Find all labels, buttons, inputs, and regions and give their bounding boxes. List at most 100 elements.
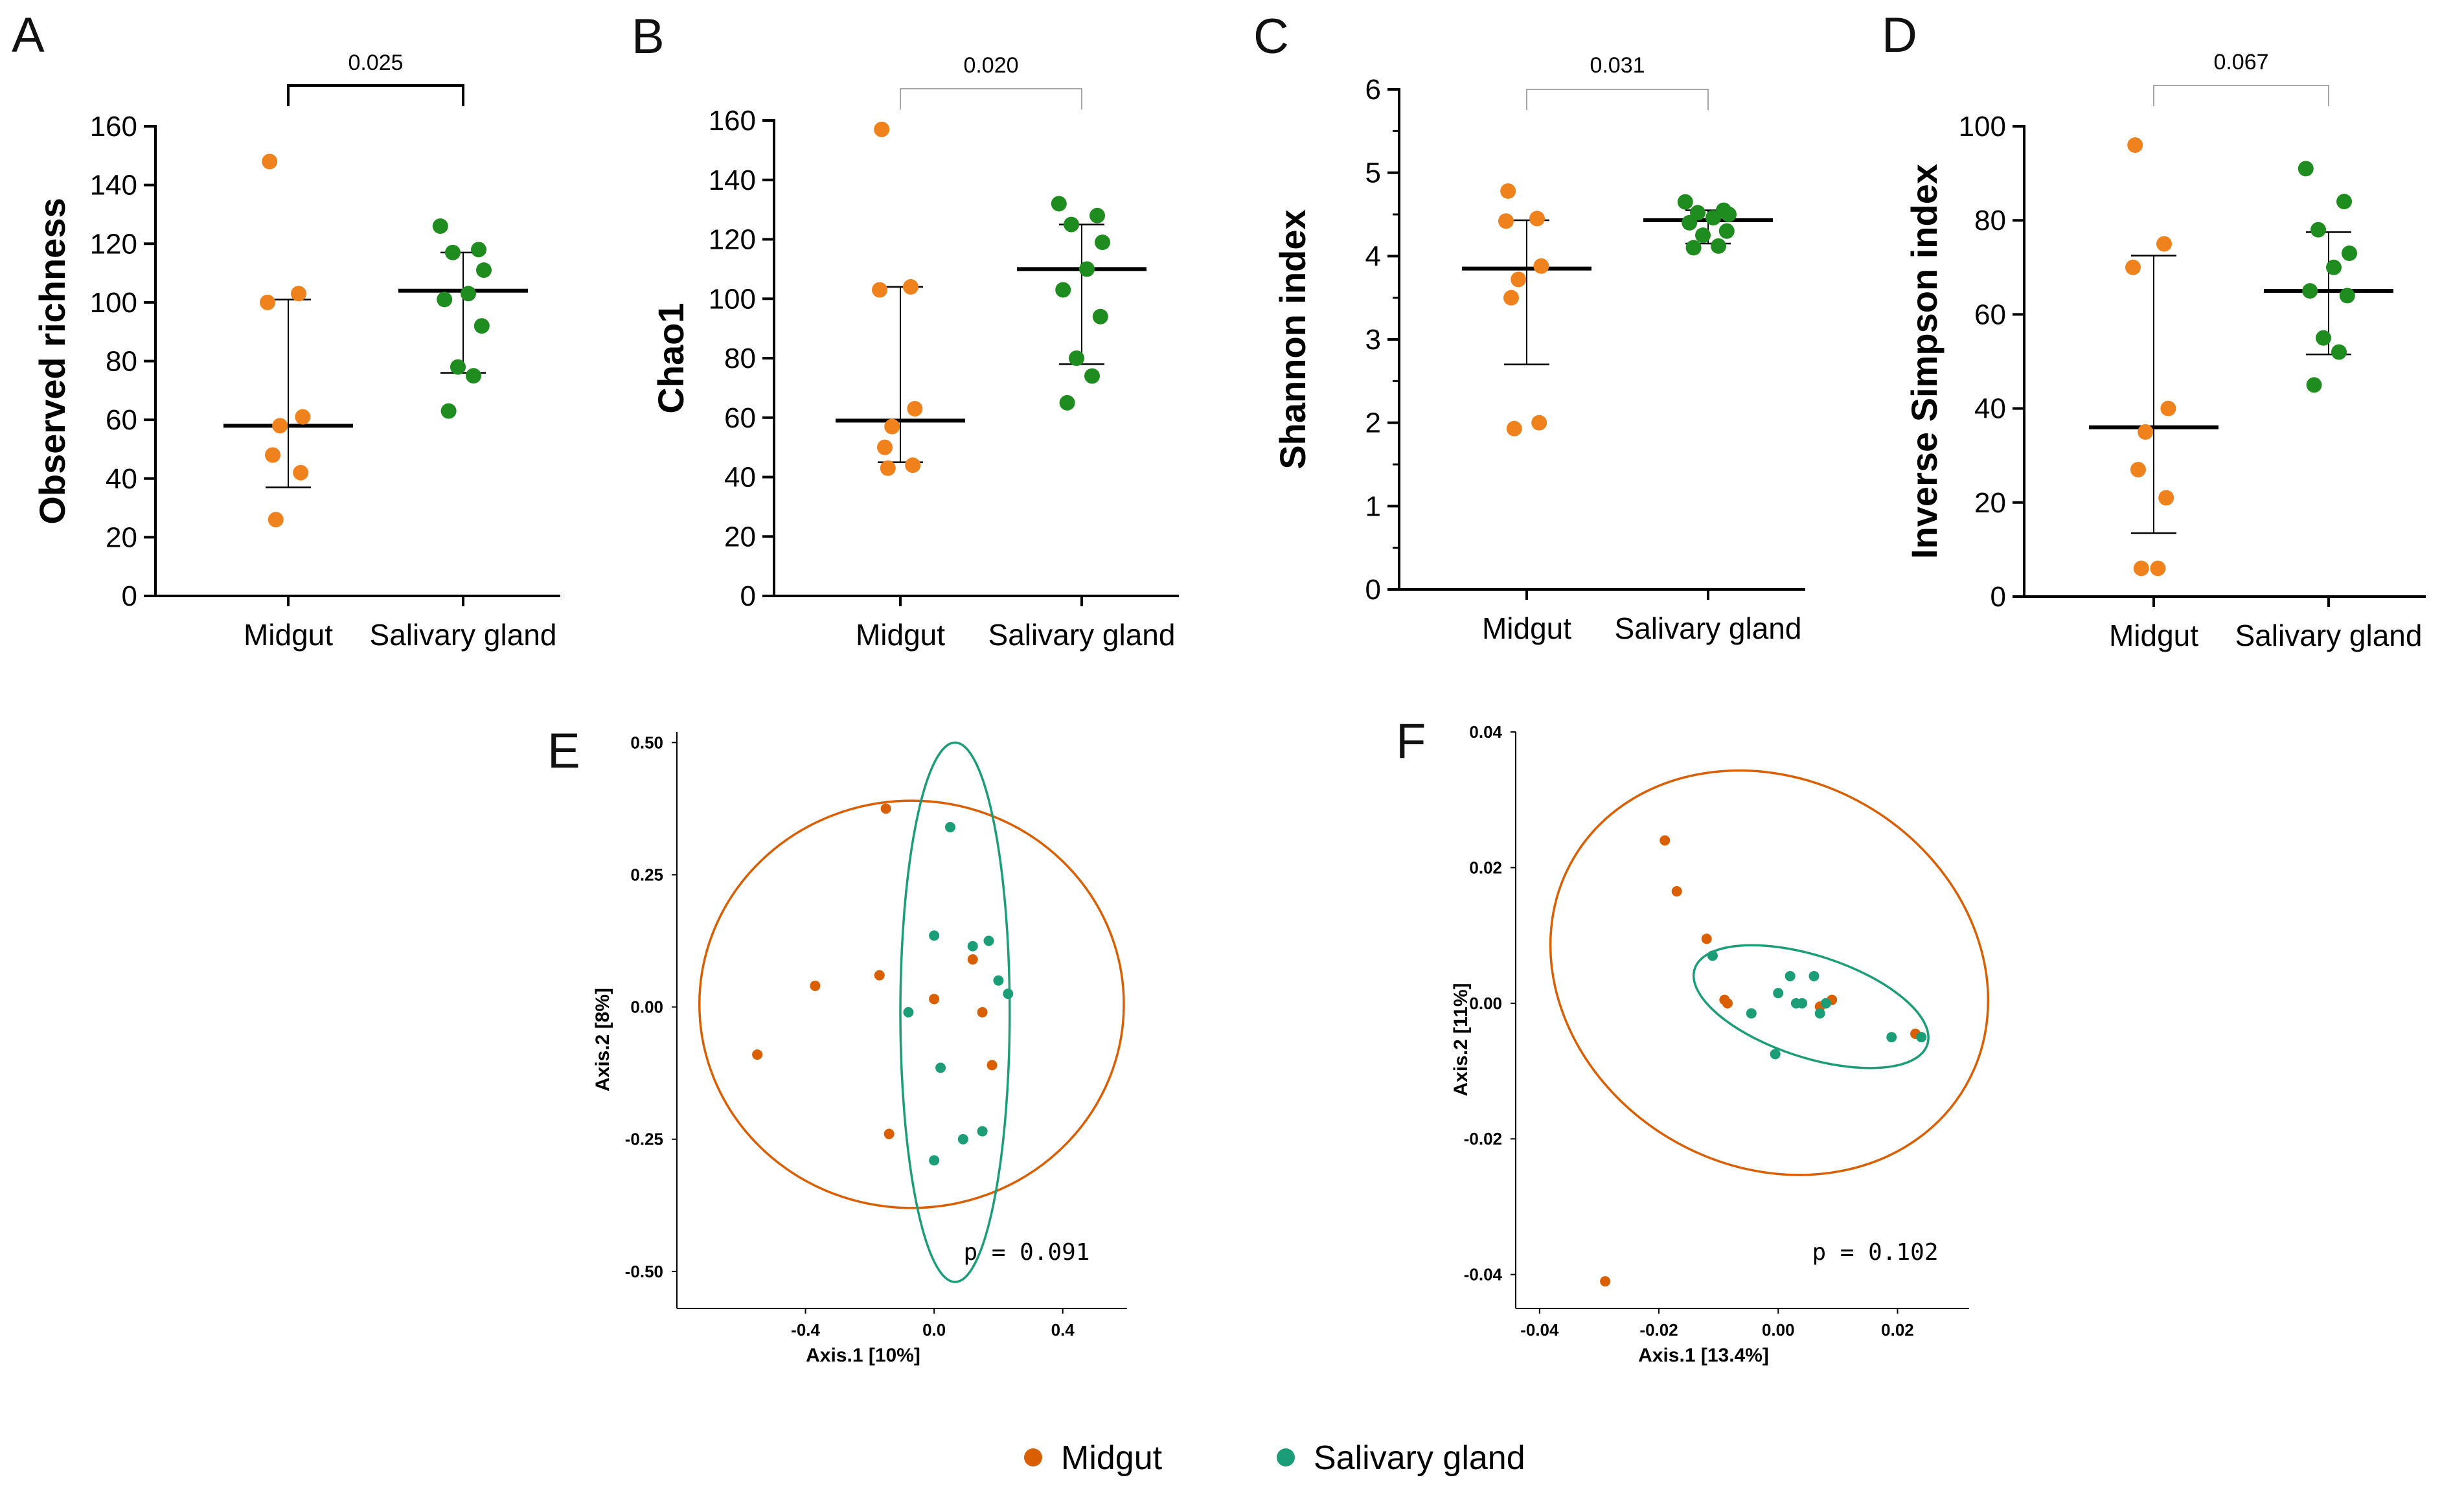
panel-a: A 0 20 40 60 80 100 120 140 160 Midgut Salivary gla… — [12, 8, 560, 652]
data-point — [1814, 1008, 1825, 1019]
data-point — [957, 1134, 968, 1145]
data-point — [2316, 330, 2331, 346]
y-tick-label: 100 — [90, 287, 137, 319]
y-tick-label: 2 — [1365, 407, 1381, 439]
data-point — [476, 262, 492, 279]
data-point — [437, 291, 453, 308]
y-tick-label: 5 — [1365, 157, 1381, 189]
x-tick-label: 0.4 — [1051, 1320, 1075, 1340]
data-point — [1770, 1049, 1781, 1060]
data-point — [2339, 288, 2355, 304]
x-axis-title: Axis.1 [10%] — [806, 1345, 920, 1366]
data-point — [1746, 1008, 1757, 1019]
y-tick-label: 40 — [1974, 393, 2006, 425]
y-tick-label: 0.50 — [630, 733, 663, 752]
y-tick-label: 1 — [1365, 490, 1381, 522]
y-tick-label: 0.02 — [1469, 858, 1502, 877]
data-point — [291, 286, 306, 302]
data-point — [977, 1126, 988, 1137]
y-tick-label: 40 — [106, 463, 137, 495]
data-point — [1711, 238, 1726, 254]
data-point — [1051, 196, 1067, 212]
data-point — [1531, 415, 1547, 431]
comparison-p-value: 0.031 — [1590, 53, 1645, 78]
data-point — [1685, 240, 1702, 256]
data-point — [1079, 261, 1095, 277]
y-tick-label: 60 — [1974, 299, 2006, 330]
confidence-ellipse-salivary-gland — [899, 741, 1011, 1283]
y-tick-label: 80 — [1974, 205, 2006, 236]
data-point — [473, 318, 490, 334]
data-point — [1092, 308, 1108, 325]
y-axis-title: Axis.2 [8%] — [592, 988, 613, 1091]
data-point — [1695, 227, 1711, 244]
data-point — [993, 975, 1004, 986]
data-point — [929, 994, 940, 1005]
data-point — [1916, 1032, 1927, 1043]
data-point — [1529, 211, 1545, 227]
y-tick-label: 0.04 — [1469, 722, 1502, 742]
y-tick-label: 160 — [90, 111, 137, 143]
y-tick-label: -0.25 — [625, 1130, 663, 1149]
y-tick-label: -0.02 — [1464, 1129, 1502, 1148]
data-point — [1671, 886, 1682, 897]
permanova-p-value: p = 0.102 — [1812, 1239, 1938, 1266]
series-midgut — [1600, 835, 1921, 1287]
data-point — [466, 368, 481, 384]
data-point — [752, 1049, 763, 1060]
panel-letter: C — [1253, 9, 1289, 64]
x-category-label-midgut: Midgut — [2109, 619, 2198, 652]
series-salivary-gland — [1643, 194, 1773, 256]
data-point — [1682, 214, 1698, 231]
x-tick-label: 0.02 — [1881, 1320, 1914, 1340]
panel-f: F 0.04 0.02 0.00 -0.02 -0.04 -0.04 -0.02 0.00 0.0… — [1396, 714, 1990, 1366]
panel-c: C 0 1 2 3 4 5 6 Midgut Salivary gland Shannon inde… — [1253, 9, 1805, 645]
series-salivary-gland — [903, 821, 1014, 1166]
x-tick-label: -0.4 — [791, 1320, 820, 1340]
y-tick-label: -0.50 — [625, 1262, 663, 1281]
x-tick-label: 0.0 — [922, 1320, 946, 1340]
y-tick-label: 0 — [740, 580, 756, 612]
x-tick-label: -0.04 — [1520, 1320, 1559, 1340]
data-point — [872, 282, 887, 298]
data-point — [884, 418, 900, 435]
y-tick-label: 140 — [709, 165, 756, 196]
x-category-label-midgut: Midgut — [1482, 611, 1571, 645]
y-tick-label: 80 — [724, 343, 756, 374]
y-axis-title: Axis.2 [11%] — [1450, 983, 1472, 1096]
y-tick-label: 3 — [1365, 324, 1381, 356]
data-point — [1059, 394, 1075, 411]
data-point — [1055, 282, 1071, 298]
y-tick-label: 20 — [724, 521, 756, 553]
series-midgut — [2089, 137, 2219, 576]
data-point — [461, 286, 476, 302]
panel-letter: D — [1882, 8, 1917, 63]
data-point — [1511, 271, 1527, 288]
y-tick-label: 60 — [724, 402, 756, 434]
data-point — [2302, 283, 2318, 299]
y-tick-label: 0 — [122, 580, 137, 612]
data-point — [983, 935, 994, 946]
legend-label-salivary-gland: Salivary gland — [1314, 1439, 1525, 1477]
panel-letter: B — [632, 9, 665, 64]
data-point — [1069, 350, 1084, 366]
data-point — [272, 418, 288, 434]
data-point — [450, 359, 466, 375]
x-category-label-midgut: Midgut — [244, 618, 333, 652]
figure-legend: Midgut Salivary gland — [1024, 1439, 1525, 1477]
data-point — [967, 954, 978, 965]
data-point — [1089, 207, 1105, 223]
data-point — [1506, 420, 1522, 437]
panel-letter: F — [1396, 714, 1426, 769]
data-point — [877, 439, 893, 455]
data-point — [1721, 207, 1737, 222]
data-point — [1705, 210, 1721, 226]
data-point — [2127, 137, 2143, 154]
data-point — [2326, 259, 2342, 275]
series-midgut — [223, 154, 353, 528]
x-category-label-salivary-gland: Salivary gland — [988, 618, 1176, 652]
x-tick-label: -0.02 — [1639, 1320, 1678, 1340]
data-point — [1533, 258, 1549, 274]
data-point — [293, 464, 309, 481]
data-point — [2310, 222, 2326, 238]
